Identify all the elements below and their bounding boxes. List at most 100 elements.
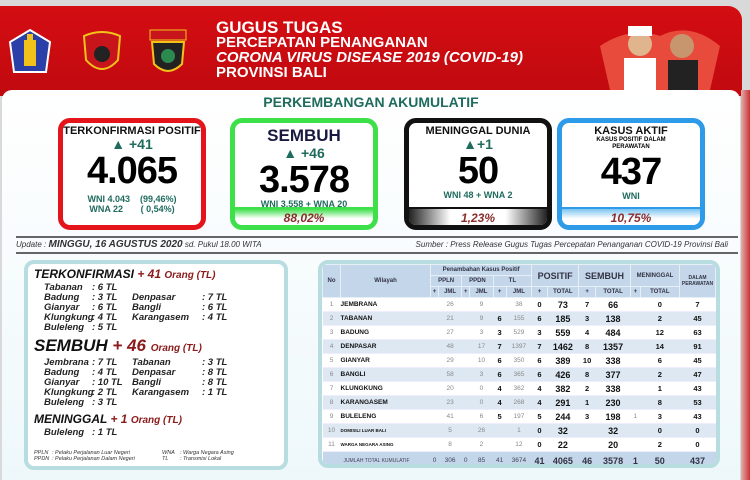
col-dalam-perawatan: DALAM PERAWATAN (679, 264, 716, 298)
officials-photo (600, 26, 720, 90)
table-cell: 0 (640, 297, 680, 312)
table-cell: 2 (578, 381, 596, 396)
table-cell (630, 437, 641, 452)
table-cell: 484 (595, 325, 631, 340)
table-cell: 3 (578, 409, 596, 424)
table-cell: 426 (547, 367, 579, 382)
summary-title: SEMBUH (34, 336, 108, 355)
table-cell: 9 (469, 297, 494, 312)
table-cell: 63 (679, 325, 716, 340)
summary-value (202, 398, 242, 408)
table-cell: 7 (322, 381, 341, 396)
table-cell: 22 (547, 437, 579, 452)
summary-value: : 4 TL (202, 312, 228, 323)
table-cell: 10 (578, 353, 596, 368)
table-cell: 2 (469, 437, 494, 452)
summary-region: Denpasar (132, 292, 176, 303)
summary-value: : 1 TL (202, 387, 228, 398)
update-date: MINGGU, 16 AGUSTUS 2020 (48, 239, 183, 250)
summary-list-terkonfirmasi: Tabanan: 6 TL Badung: 3 TL Denpasar: 7 TL G… (44, 283, 278, 333)
summary-region: Badung (44, 292, 80, 303)
table-cell (493, 423, 507, 438)
table-cell: 3 (578, 311, 596, 326)
table-cell (461, 423, 470, 438)
summary-unit: Orang (TL) (164, 270, 216, 281)
total-cell: 41 (531, 451, 548, 464)
summary-value: : 3 TL (92, 397, 118, 408)
table-cell: 0 (469, 395, 494, 410)
table-cell (430, 423, 439, 438)
table-cell (461, 381, 470, 396)
table-cell: 3 (322, 325, 341, 340)
table-cell (430, 325, 439, 340)
subcol-total: TOTAL (546, 286, 580, 298)
total-cell: 4065 (547, 451, 579, 464)
table-cell: 47 (679, 367, 716, 382)
table-cell: 291 (547, 395, 579, 410)
table-cell (578, 423, 596, 438)
table-cell: 0 (531, 297, 548, 312)
table-cell: 66 (595, 297, 631, 312)
table-cell (630, 353, 641, 368)
legend-item: : Warga Negara Asing (180, 450, 234, 456)
regional-table-panel: No Wilayah Penambahan Kasus Positif POSI… (318, 260, 720, 468)
table-cell: 73 (547, 297, 579, 312)
summary-unit: Orang (TL) (150, 343, 202, 354)
summary-value: : 5 TL (92, 322, 118, 333)
card-confirmed: TERKONFIRMASI POSITIF ▲ +41 4.065 WNI 4.… (58, 118, 206, 230)
table-cell (430, 297, 439, 312)
summary-count: + 1 (110, 412, 128, 426)
summary-region (132, 428, 202, 438)
table-cell: 4 (578, 325, 596, 340)
table-cell: 1 (322, 297, 341, 312)
table-cell: 6 (531, 311, 548, 326)
card-title: SEMBUH (267, 126, 341, 145)
col-ppln: PPLN (429, 275, 463, 287)
table-cell: KLUNGKUNG (340, 381, 431, 396)
table-cell: 8 (578, 339, 596, 354)
bali-province-logo (8, 28, 52, 73)
table-row: 4 DENPASAR 48 17 7 1397 7 1462 8 1357 14 91 (322, 339, 716, 354)
table-cell: 0 (679, 437, 716, 452)
summary-value: : 6 TL (92, 302, 118, 313)
table-cell: 4 (322, 339, 341, 354)
card-active: KASUS AKTIF KASUS POSITIF DALAM PERAWATA… (557, 118, 705, 230)
table-row: 5 GIANYAR 29 10 6 350 6 389 10 338 6 45 (322, 353, 716, 368)
table-cell (630, 297, 641, 312)
card-increase: ▲ +41 (111, 136, 153, 152)
col-ppdn: PPDN (461, 275, 494, 287)
total-cell: 3674 (506, 451, 532, 464)
source-text: Sumber : Press Release Gugus Tugas Perce… (415, 240, 728, 249)
col-meninggal: MENINGGAL (630, 264, 680, 287)
table-cell: 21 (438, 311, 462, 326)
summary-list-meninggal: Buleleng : 1 TL (44, 428, 278, 438)
card-percentage: 88,02% (235, 207, 373, 225)
summary-value: : 1 TL (92, 427, 118, 438)
table-cell: 12 (640, 325, 680, 340)
table-cell: 7 (493, 339, 507, 354)
table-cell (430, 311, 439, 326)
table-cell (630, 339, 641, 354)
card-deaths: MENINGGAL DUNIA ▲+1 50 WNI 48 + WNA 2 1,… (404, 118, 552, 230)
table-cell (461, 311, 470, 326)
table-cell (461, 437, 470, 452)
card-percentage: 10,75% (562, 207, 700, 225)
summary-region: Buleleng (44, 322, 85, 333)
summary-region: Bangli (132, 302, 162, 313)
summary-value: : 2 TL (92, 387, 118, 398)
table-cell: 0 (469, 381, 494, 396)
subcol-plus: + (531, 286, 548, 298)
subcol-jml: JML (469, 286, 494, 298)
table-cell: TABANAN (340, 311, 431, 326)
total-cell: 50 (640, 451, 680, 464)
table-cell: 4 (493, 395, 507, 410)
table-cell: 10 (469, 353, 494, 368)
summary-value (202, 323, 242, 333)
table-cell: 4 (531, 381, 548, 396)
table-cell: 5 (438, 423, 462, 438)
subcol-plus: + (630, 286, 641, 298)
summary-region: Buleleng (44, 427, 85, 438)
header-banner: GUGUS TUGAS PERCEPATAN PENANGANAN CORONA… (0, 6, 742, 96)
table-cell: 365 (506, 367, 532, 382)
table-cell: 48 (438, 339, 462, 354)
